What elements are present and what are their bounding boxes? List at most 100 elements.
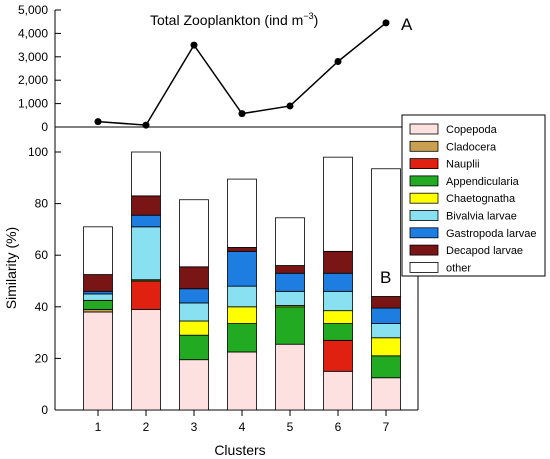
- legend-items: Copepoda Cladocera Nauplii Appendicularia Ch…: [409, 123, 537, 274]
- panel-b-xtick-label: 2: [143, 420, 150, 434]
- panel-a-line-chart: 0 1,000 2,000 3,000 4,000 5,000 Total Zooplan…: [18, 3, 418, 134]
- panel-a-point: [94, 118, 102, 126]
- bar-segment-bivalvia-larvae: [131, 226, 161, 281]
- panel-b-xlabel: Clusters: [214, 442, 265, 458]
- bar-segment-gastropoda-larvae: [275, 272, 305, 292]
- panel-b-x-ticks: 1 2 3 4 5 6 7: [95, 410, 390, 434]
- bar-segment-appendicularia: [83, 299, 113, 310]
- legend-swatch: [409, 210, 439, 221]
- bar-segment-decapod-larvae: [131, 195, 161, 216]
- panel-a-ytick-label: 0: [41, 120, 48, 134]
- panel-a-points: [94, 19, 390, 129]
- bar-segment-copepoda: [179, 359, 209, 411]
- legend-swatch: [409, 123, 439, 135]
- bar-segment-gastropoda-larvae: [371, 307, 401, 324]
- bar-segment-decapod-larvae: [179, 266, 209, 290]
- panel-b-y-ticks: 0 20 40 60 80 100: [28, 145, 61, 417]
- panel-a-ytick-label: 3,000: [18, 50, 48, 64]
- legend-label: Copepoda: [446, 124, 498, 136]
- panel-b-xtick-label: 5: [287, 420, 294, 434]
- panel-a-point: [238, 110, 246, 118]
- legend-label: Chaetognatha: [446, 193, 516, 205]
- bar-segment-bivalvia-larvae: [371, 323, 401, 339]
- legend-swatch: [409, 261, 439, 273]
- legend-swatch: [409, 158, 439, 170]
- panel-b-ytick-label: 20: [35, 351, 49, 365]
- panel-b-xtick-label: 3: [191, 420, 198, 434]
- bar-segment-other: [227, 178, 257, 248]
- panel-b-xtick-label: 1: [95, 420, 102, 434]
- legend-label: Nauplii: [446, 159, 480, 171]
- bar-segment-decapod-larvae: [227, 247, 257, 252]
- panel-b-xtick-label: 7: [383, 420, 390, 434]
- bar-segment-gastropoda-larvae: [131, 214, 161, 228]
- bar-segment-bivalvia-larvae: [323, 290, 353, 312]
- panel-b-xtick-label: 4: [239, 420, 246, 434]
- bar-segment-copepoda: [227, 351, 257, 411]
- panel-b-label: B: [380, 268, 391, 287]
- panel-a-point: [142, 121, 150, 129]
- legend-swatch: [409, 227, 439, 239]
- bar-segment-bivalvia-larvae: [83, 293, 113, 301]
- panel-a-title: Total Zooplankton (ind m−3): [150, 11, 318, 28]
- panel-b-ylabel: Similarity (%): [3, 227, 19, 309]
- bar-segment-other: [371, 168, 401, 297]
- panel-b-stacked-bar-chart: 0 20 40 60 80 100 1 2 3 4 5 6 7 Similarity (%) Clus…: [3, 127, 419, 458]
- panel-a-point: [190, 41, 198, 49]
- bar-segment-other: [179, 199, 209, 268]
- bar-segment-chaetognatha: [323, 310, 353, 324]
- bar-segment-decapod-larvae: [83, 274, 113, 292]
- bar-segment-other: [83, 226, 113, 275]
- panel-a-ytick-label: 5,000: [18, 3, 48, 17]
- bar-segment-decapod-larvae: [275, 265, 305, 274]
- legend-label: Cladocera: [446, 141, 497, 153]
- bar-segment-copepoda: [83, 311, 113, 411]
- legend-label: Bivalvia larvae: [446, 211, 517, 223]
- bar-segment-nauplii: [323, 339, 353, 372]
- bar-segment-appendicularia: [227, 323, 257, 353]
- legend: Copepoda Cladocera Nauplii Appendicularia Ch…: [401, 114, 546, 277]
- panel-b-ytick-label: 60: [35, 248, 49, 262]
- bar-segment-appendicularia: [323, 323, 353, 341]
- bar-segment-appendicularia: [179, 334, 209, 361]
- panel-a-label: A: [401, 15, 413, 34]
- panel-b-xtick-label: 6: [335, 420, 342, 434]
- bar-segment-copepoda: [323, 370, 353, 411]
- bar-segment-appendicularia: [275, 306, 305, 345]
- bar-segment-gastropoda-larvae: [227, 250, 257, 287]
- legend-swatch: [409, 140, 439, 152]
- legend-swatch: [409, 175, 439, 187]
- bar-segment-chaetognatha: [179, 320, 209, 336]
- panel-b-bars: [83, 151, 401, 411]
- legend-label: Gastropoda larvae: [446, 228, 537, 240]
- panel-a-ytick-label: 2,000: [18, 73, 48, 87]
- bar-segment-other: [323, 156, 353, 252]
- panel-b-ytick-label: 100: [28, 145, 48, 159]
- bar-segment-appendicularia: [371, 355, 401, 379]
- bar-segment-bivalvia-larvae: [227, 285, 257, 308]
- bar-segment-decapod-larvae: [323, 250, 353, 274]
- bar-segment-other: [131, 151, 161, 197]
- legend-swatch: [409, 244, 439, 256]
- bar-segment-gastropoda-larvae: [179, 288, 209, 304]
- bar-segment-gastropoda-larvae: [323, 272, 353, 292]
- panel-a-y-ticks: 0 1,000 2,000 3,000 4,000 5,000: [18, 3, 61, 134]
- legend-label: other: [446, 262, 471, 274]
- panel-a-point: [382, 19, 390, 27]
- bar-segment-bivalvia-larvae: [275, 290, 305, 306]
- panel-b-ytick-label: 40: [35, 300, 49, 314]
- bar-segment-chaetognatha: [371, 337, 401, 357]
- legend-label: Decapod larvae: [446, 245, 523, 257]
- panel-a-point: [334, 57, 342, 65]
- bar-segment-copepoda: [371, 377, 401, 411]
- bar-segment-decapod-larvae: [371, 296, 401, 309]
- panel-a-series-line: [97, 22, 387, 126]
- bar-segment-copepoda: [131, 308, 161, 411]
- bar-segment-other: [275, 217, 305, 266]
- bar-segment-nauplii: [131, 280, 161, 310]
- legend-swatch: [409, 192, 439, 204]
- bar-segment-chaetognatha: [227, 306, 257, 324]
- bar-segment-bivalvia-larvae: [179, 302, 209, 322]
- panel-a-ytick-label: 4,000: [18, 26, 48, 40]
